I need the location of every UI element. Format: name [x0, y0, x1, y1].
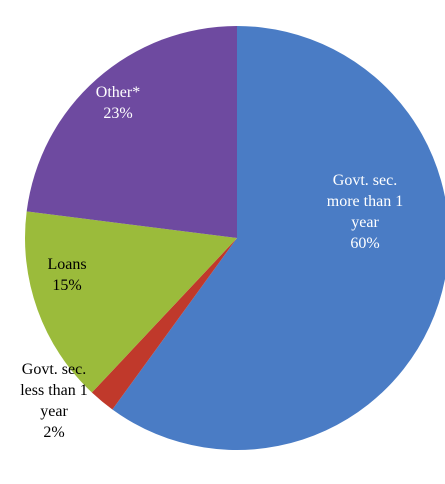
pie-slice-0 — [112, 26, 445, 450]
slice-label-1: Govt. sec. less than 1 year 2% — [20, 361, 88, 441]
slice-category-label: Other* — [96, 84, 140, 101]
pie-slice-3 — [26, 26, 238, 238]
slice-value-label: 23% — [103, 105, 132, 122]
slice-category-label: more than 1 — [327, 193, 403, 210]
slice-category-label: less than 1 — [20, 382, 88, 399]
slice-category-label: year — [40, 403, 68, 420]
slice-category-label: Govt. sec. — [333, 172, 397, 189]
slice-value-label: 60% — [350, 235, 379, 252]
pie-slice-1 — [91, 238, 237, 410]
slice-category-label: Loans — [47, 256, 86, 273]
pie-slice-2 — [24, 211, 237, 393]
slice-category-label: Govt. sec. — [22, 361, 86, 378]
slice-label-3: Other* 23% — [96, 84, 140, 122]
slice-category-label: year — [351, 214, 379, 231]
slice-value-label: 2% — [43, 424, 64, 441]
slice-value-label: 15% — [52, 277, 81, 294]
slice-label-2: Loans 15% — [47, 256, 86, 294]
slice-label-0: Govt. sec. more than 1 year 60% — [327, 172, 403, 252]
